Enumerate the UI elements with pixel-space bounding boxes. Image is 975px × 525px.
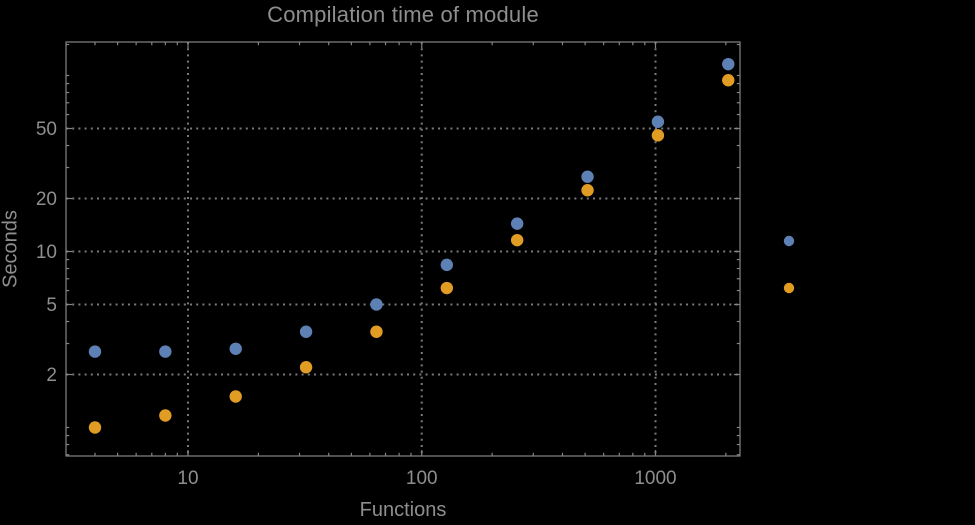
data-point-series-1: [581, 170, 594, 183]
data-point-series-2: [88, 421, 102, 434]
x-tick-label: 1000: [634, 468, 676, 489]
data-point-series-2: [299, 361, 313, 374]
data-point-series-1: [510, 217, 524, 230]
data-point-series-1: [229, 342, 242, 356]
data-point-series-2: [159, 409, 172, 422]
legend-marker-series-2: [783, 282, 795, 294]
y-tick-label: 2: [46, 365, 57, 386]
legend-marker-series-1: [783, 235, 795, 247]
data-point-series-2: [581, 183, 594, 197]
data-point-series-1: [159, 345, 172, 358]
data-point-series-2: [510, 233, 524, 247]
chart-title: Compilation time of module: [267, 2, 539, 27]
y-axis-label: Seconds: [0, 210, 22, 288]
data-point-series-2: [370, 325, 383, 338]
data-point-series-2: [229, 390, 242, 403]
x-axis-label: Functions: [359, 499, 447, 521]
data-point-series-1: [88, 345, 102, 358]
data-point-series-2: [651, 129, 665, 142]
data-point-series-2: [440, 281, 454, 295]
data-point-series-1: [651, 115, 665, 128]
data-point-series-1: [299, 325, 313, 338]
x-tick-label: 10: [177, 468, 198, 489]
y-tick-label: 10: [36, 242, 57, 263]
data-point-series-1: [440, 258, 454, 272]
data-point-series-2: [722, 74, 735, 87]
data-point-series-1: [370, 298, 383, 311]
data-point-series-1: [722, 57, 735, 71]
plot-frame: [65, 41, 741, 457]
y-tick-label: 20: [36, 189, 57, 210]
y-tick-label: 50: [36, 119, 57, 140]
x-tick-label: 100: [406, 468, 438, 489]
y-tick-label: 5: [46, 295, 57, 316]
